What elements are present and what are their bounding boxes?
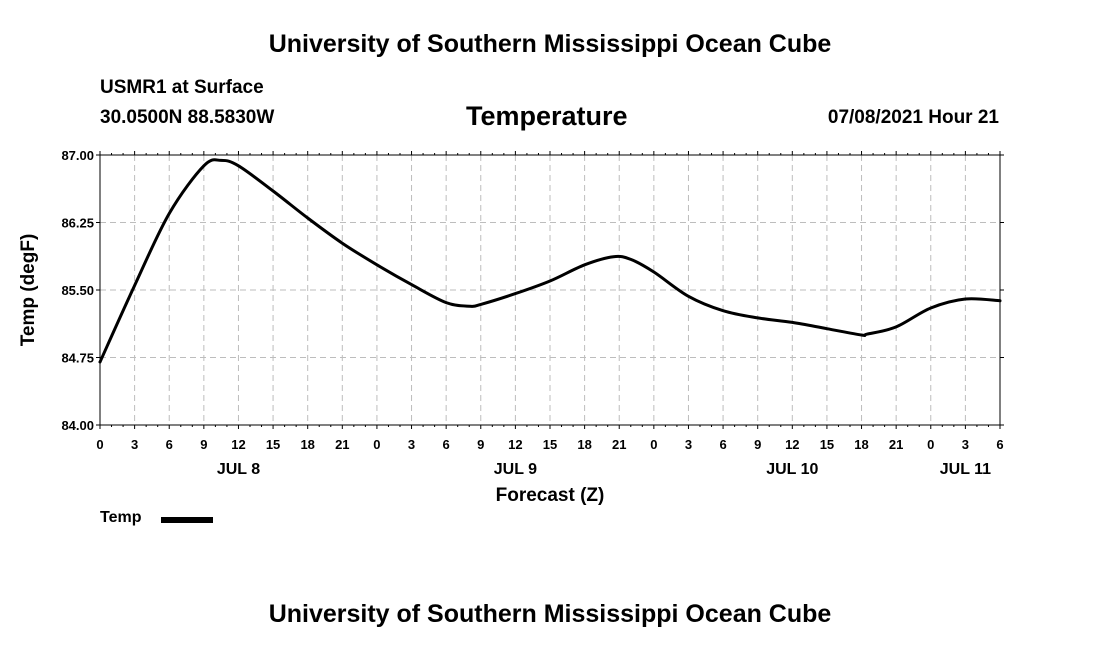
x-tick-label: 0 <box>927 437 934 452</box>
x-tick-label: 3 <box>408 437 415 452</box>
y-tick-label: 84.75 <box>61 351 94 366</box>
x-tick-label: 18 <box>577 437 591 452</box>
x-tick-label: 3 <box>962 437 969 452</box>
x-tick-label: 9 <box>477 437 484 452</box>
x-tick-label: 12 <box>508 437 522 452</box>
y-tick-label: 85.50 <box>61 283 94 298</box>
x-tick-label: 6 <box>443 437 450 452</box>
x-tick-label: 0 <box>373 437 380 452</box>
y-axis-title: Temp (degF) <box>18 234 39 347</box>
x-tick-label: 3 <box>131 437 138 452</box>
x-tick-label: 15 <box>820 437 834 452</box>
legend-swatch <box>161 517 213 523</box>
x-tick-label: 12 <box>231 437 245 452</box>
x-day-label: JUL 10 <box>766 461 818 478</box>
coordinates-label: 30.0500N 88.5830W <box>100 107 275 128</box>
y-tick-label: 86.25 <box>61 216 94 231</box>
legend-label: Temp <box>100 509 142 526</box>
station-label: USMR1 at Surface <box>100 77 264 98</box>
header-title: University of Southern Mississippi Ocean… <box>268 30 832 58</box>
x-day-label: JUL 9 <box>494 461 537 478</box>
forecast-datetime: 07/08/2021 Hour 21 <box>827 107 999 128</box>
x-tick-label: 6 <box>719 437 726 452</box>
x-day-label: JUL 8 <box>217 461 260 478</box>
x-tick-label: 21 <box>612 437 626 452</box>
x-tick-label: 6 <box>996 437 1003 452</box>
x-tick-label: 3 <box>685 437 692 452</box>
x-tick-label: 21 <box>889 437 903 452</box>
x-day-label: JUL 11 <box>940 461 991 478</box>
x-tick-label: 12 <box>785 437 799 452</box>
x-tick-label: 15 <box>266 437 280 452</box>
x-tick-label: 15 <box>543 437 557 452</box>
y-tick-label: 87.00 <box>61 148 94 163</box>
x-tick-label: 9 <box>754 437 761 452</box>
x-axis-title: Forecast (Z) <box>496 485 605 506</box>
x-tick-label: 0 <box>650 437 657 452</box>
x-tick-label: 18 <box>300 437 314 452</box>
x-tick-label: 6 <box>166 437 173 452</box>
x-tick-label: 9 <box>200 437 207 452</box>
variable-title: Temperature <box>466 101 628 131</box>
y-tick-label: 84.00 <box>61 418 94 433</box>
footer-title: University of Southern Mississippi Ocean… <box>268 600 832 628</box>
x-tick-label: 18 <box>854 437 868 452</box>
x-tick-label: 21 <box>335 437 349 452</box>
x-tick-label: 0 <box>96 437 103 452</box>
series-line-temp <box>98 158 1002 364</box>
